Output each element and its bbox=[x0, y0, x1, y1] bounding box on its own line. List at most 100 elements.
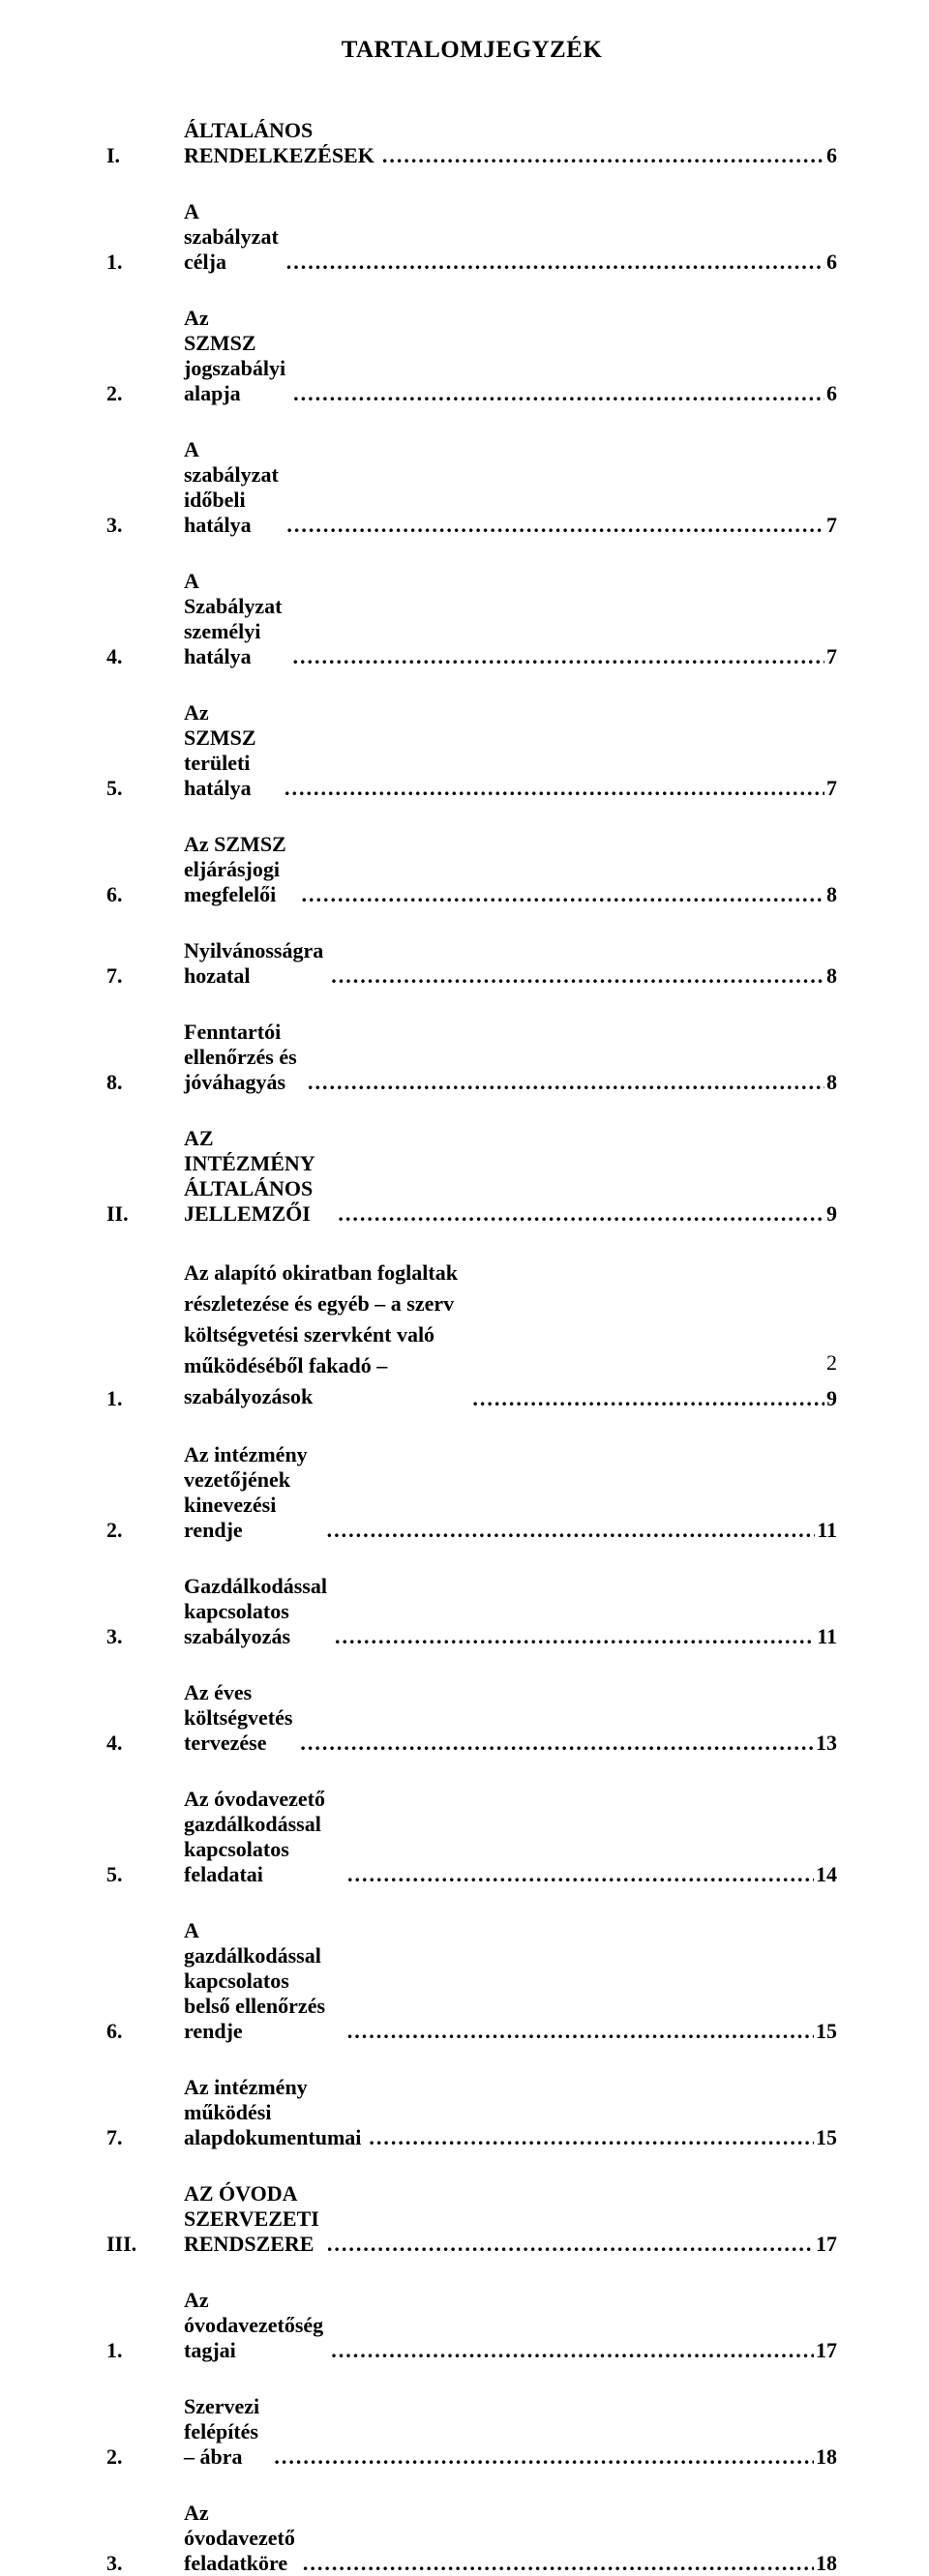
toc-entry-text: Az SZMSZ eljárásjogi megfelelői bbox=[184, 832, 298, 907]
toc-leader-dots bbox=[304, 1070, 824, 1095]
toc-entry-text: Az óvodavezető feladatköre bbox=[184, 2501, 299, 2576]
toc-entry-page: 18 bbox=[814, 2444, 837, 2470]
toc-leader-dots bbox=[323, 2232, 814, 2257]
toc-entry: 1.A szabályzat célja6 bbox=[106, 199, 837, 275]
toc-entry-text: Szervezi felépítés – ábra bbox=[184, 2394, 270, 2470]
toc-entry-page: 6 bbox=[824, 250, 837, 275]
toc-entry-number: 1. bbox=[106, 2338, 184, 2363]
toc-leader-dots bbox=[378, 143, 824, 168]
toc-entry-text: Az intézmény működési alapdokumentumai bbox=[184, 2075, 365, 2150]
toc-entry-number: 4. bbox=[106, 644, 184, 669]
toc-entry-page: 7 bbox=[824, 776, 837, 801]
toc-leader-dots bbox=[296, 1731, 814, 1756]
toc-leader-dots bbox=[327, 963, 824, 989]
toc-entry-number: 5. bbox=[106, 776, 184, 801]
toc-entry-page: 13 bbox=[814, 1731, 837, 1756]
toc-entry: 1.Az óvodavezetőség tagjai 17 bbox=[106, 2288, 837, 2363]
toc-entry-number: 2. bbox=[106, 381, 184, 406]
toc-entry-page: 8 bbox=[824, 1070, 837, 1095]
toc-entry: II.AZ INTÉZMÉNY ÁLTALÁNOS JELLEMZŐI9 bbox=[106, 1126, 837, 1227]
toc-entry: 3.Gazdálkodással kapcsolatos szabályozás… bbox=[106, 1574, 837, 1649]
toc-entry-text: A szabályzat célja bbox=[184, 199, 283, 275]
toc-entry-page: 6 bbox=[824, 381, 837, 406]
toc-entry-page: 7 bbox=[824, 644, 837, 669]
toc-entry-page: 17 bbox=[814, 2232, 837, 2257]
toc-entry-number: 1. bbox=[106, 1386, 184, 1411]
toc-entry-page: 15 bbox=[814, 2125, 837, 2150]
toc-entry: III.AZ ÓVODA SZERVEZETI RENDSZERE 17 bbox=[106, 2181, 837, 2257]
toc-entry: 7.Nyilvánosságra hozatal 8 bbox=[106, 938, 837, 989]
toc-entry-number: 7. bbox=[106, 2125, 184, 2150]
toc-leader-dots bbox=[331, 1624, 815, 1649]
toc-entry-number: 3. bbox=[106, 2551, 184, 2576]
toc-entry: I.ÁLTALÁNOS RENDELKEZÉSEK 6 bbox=[106, 118, 837, 168]
toc-entry-page: 11 bbox=[815, 1624, 837, 1649]
toc-leader-dots bbox=[344, 2019, 814, 2044]
toc-leader-dots bbox=[334, 1201, 824, 1227]
toc-leader-dots bbox=[299, 2551, 814, 2576]
toc-leader-dots bbox=[327, 2338, 814, 2363]
toc-entry: 6.A gazdálkodással kapcsolatos belső ell… bbox=[106, 1918, 837, 2044]
toc-entry-page: 6 bbox=[824, 143, 837, 168]
toc-entry: 1.Az alapító okiratban foglaltak részlet… bbox=[106, 1258, 837, 1411]
toc-entry: 5.Az SZMSZ területi hatálya 7 bbox=[106, 700, 837, 801]
toc-entry-text: Az óvodavezetőség tagjai bbox=[184, 2288, 327, 2363]
toc-entry-number: 2. bbox=[106, 2444, 184, 2470]
toc-entry-text: Gazdálkodással kapcsolatos szabályozás bbox=[184, 1574, 331, 1649]
toc-leader-dots bbox=[298, 882, 825, 907]
toc-entry-text: Az intézmény vezetőjének kinevezési rend… bbox=[184, 1442, 323, 1543]
toc-leader-dots bbox=[344, 1862, 814, 1887]
toc-leader-dots bbox=[270, 2444, 814, 2470]
toc-leader-dots bbox=[365, 2125, 814, 2150]
toc-entry-page: 7 bbox=[824, 513, 837, 538]
toc-entry-number: 6. bbox=[106, 882, 184, 907]
toc-title: TARTALOMJEGYZÉK bbox=[106, 37, 837, 64]
toc-entry-text: A szabályzat időbeli hatálya bbox=[184, 437, 283, 538]
toc-entry-text: Az SZMSZ jogszabályi alapja bbox=[184, 306, 289, 406]
toc-entry-text: Az SZMSZ területi hatálya bbox=[184, 700, 281, 801]
toc-entry-number: III. bbox=[106, 2232, 184, 2257]
toc-entry: 4.Az éves költségvetés tervezése13 bbox=[106, 1680, 837, 1756]
toc-entry: 8.Fenntartói ellenőrzés és jóváhagyás8 bbox=[106, 1020, 837, 1095]
toc-leader-dots bbox=[289, 644, 824, 669]
toc-entry-page: 14 bbox=[814, 1862, 837, 1887]
toc-leader-dots bbox=[283, 513, 824, 538]
toc-entry: 2.Az intézmény vezetőjének kinevezési re… bbox=[106, 1442, 837, 1543]
toc-leader-dots bbox=[283, 250, 824, 275]
toc-list: I.ÁLTALÁNOS RENDELKEZÉSEK 6 1. A szabályzat… bbox=[106, 118, 837, 2576]
toc-entry: 3.Az óvodavezető feladatköre 18 bbox=[106, 2501, 837, 2576]
toc-entry-text: AZ ÓVODA SZERVEZETI RENDSZERE bbox=[184, 2181, 323, 2257]
toc-entry: 5.Az óvodavezető gazdálkodással kapcsola… bbox=[106, 1787, 837, 1887]
toc-entry-page: 8 bbox=[824, 963, 837, 989]
toc-leader-dots bbox=[289, 381, 824, 406]
page-number: 2 bbox=[826, 1350, 837, 1376]
toc-entry-number: 5. bbox=[106, 1862, 184, 1887]
toc-entry-text: ÁLTALÁNOS RENDELKEZÉSEK bbox=[184, 118, 378, 168]
toc-entry-text: Az óvodavezető gazdálkodással kapcsolato… bbox=[184, 1787, 344, 1887]
toc-entry: 2.Szervezi felépítés – ábra 18 bbox=[106, 2394, 837, 2470]
toc-entry-number: II. bbox=[106, 1201, 184, 1227]
toc-entry-text: Az éves költségvetés tervezése bbox=[184, 1680, 296, 1756]
toc-entry-page: 11 bbox=[815, 1518, 837, 1543]
toc-entry-page: 9 bbox=[824, 1386, 837, 1411]
toc-entry-text: Nyilvánosságra hozatal bbox=[184, 938, 327, 989]
toc-entry: 6.Az SZMSZ eljárásjogi megfelelői 8 bbox=[106, 832, 837, 907]
toc-entry-number: 7. bbox=[106, 963, 184, 989]
toc-entry-number: 6. bbox=[106, 2019, 184, 2044]
toc-entry: 7.Az intézmény működési alapdokumentumai… bbox=[106, 2075, 837, 2150]
toc-entry: 3.A szabályzat időbeli hatálya 7 bbox=[106, 437, 837, 538]
toc-entry-number: I. bbox=[106, 143, 184, 168]
toc-entry: 2.Az SZMSZ jogszabályi alapja 6 bbox=[106, 306, 837, 406]
toc-entry-text: A gazdálkodással kapcsolatos belső ellen… bbox=[184, 1918, 344, 2044]
toc-entry-page: 8 bbox=[824, 882, 837, 907]
toc-entry-page: 9 bbox=[824, 1201, 837, 1227]
toc-entry-page: 17 bbox=[814, 2338, 837, 2363]
toc-entry: 4.A Szabályzat személyi hatálya 7 bbox=[106, 569, 837, 669]
toc-entry-text: A Szabályzat személyi hatálya bbox=[184, 569, 289, 669]
toc-entry-page: 15 bbox=[814, 2019, 837, 2044]
toc-entry-number: 3. bbox=[106, 513, 184, 538]
toc-entry-page: 18 bbox=[814, 2551, 837, 2576]
toc-leader-dots bbox=[281, 776, 824, 801]
toc-entry-number: 3. bbox=[106, 1624, 184, 1649]
toc-entry-text: Az alapító okiratban foglaltak részletez… bbox=[184, 1258, 468, 1411]
